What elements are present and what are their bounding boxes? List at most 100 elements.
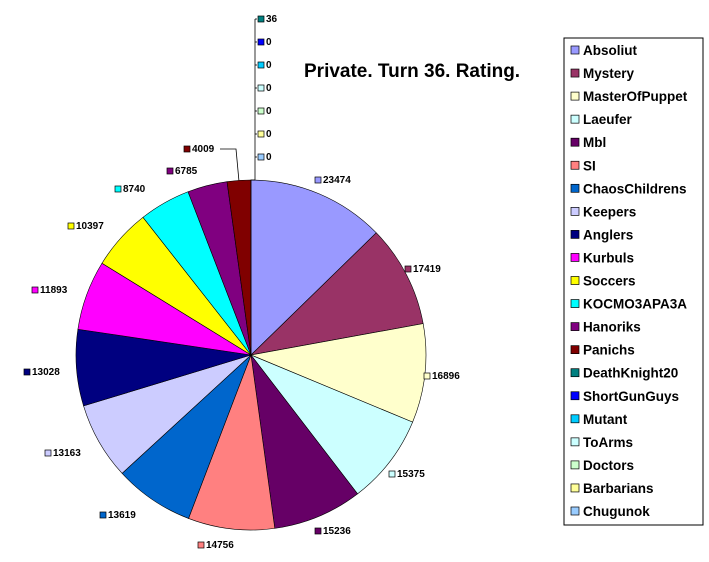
legend-label: MasterOfPuppet (583, 89, 688, 104)
legend-item-mystery: Mystery (570, 66, 635, 81)
legend-label: Hanoriks (583, 320, 641, 335)
legend-swatch (570, 68, 580, 78)
data-label-value: 36 (266, 14, 278, 25)
legend-label: Soccers (583, 274, 636, 289)
data-label-swatch (44, 449, 52, 457)
data-label-deathknight20: 36 (257, 14, 278, 25)
legend-swatch (570, 391, 580, 401)
data-label-value: 13028 (32, 367, 60, 378)
legend-label: Mutant (583, 412, 628, 427)
data-label-kocmo3apa3a: 8740 (114, 184, 146, 195)
legend-swatch (570, 91, 580, 101)
data-label-swatch (257, 15, 265, 23)
legend-item-mbl: Mbl (570, 135, 606, 150)
legend-item-soccers: Soccers (570, 274, 636, 289)
legend-swatch (570, 160, 580, 170)
data-label-value: 13163 (53, 448, 81, 459)
data-label-mystery: 17419 (404, 264, 441, 275)
data-label-doctors: 0 (257, 106, 272, 117)
data-label-masterofpuppet: 16896 (423, 371, 460, 382)
data-label-value: 15236 (323, 526, 351, 537)
legend-swatch (570, 137, 580, 147)
data-label-value: 4009 (192, 144, 215, 155)
data-label-value: 0 (266, 106, 272, 117)
data-label-swatch (99, 511, 107, 519)
data-label-value: 0 (266, 60, 272, 71)
legend-swatch (570, 114, 580, 124)
data-label-swatch (114, 185, 122, 193)
data-label-value: 0 (266, 37, 272, 48)
legend-swatch (570, 345, 580, 354)
data-label-value: 0 (266, 83, 272, 94)
legend-label: Anglers (583, 227, 633, 242)
data-label-anglers: 13028 (23, 367, 60, 378)
legend-swatch (570, 253, 580, 262)
legend-item-kocmo3apa3a: KOCMO3APA3A (570, 297, 687, 312)
data-label-swatch (257, 107, 265, 115)
data-label-swatch (257, 153, 265, 161)
legend-label: Keepers (583, 204, 636, 219)
data-label-value: 16896 (432, 371, 460, 382)
data-label-mbl: 15236 (314, 526, 351, 537)
data-label-swatch (388, 470, 396, 478)
data-label-swatch (23, 368, 31, 376)
data-label-hanoriks: 6785 (166, 166, 198, 177)
data-label-kurbuls: 11893 (31, 285, 68, 296)
pie-slice-absoliut (250, 179, 377, 356)
legend-label: Chugunok (583, 504, 650, 519)
data-label-value: 14756 (206, 540, 234, 551)
legend-label: Doctors (583, 458, 634, 473)
data-label-si: 14756 (197, 540, 234, 551)
data-label-value: 0 (266, 152, 272, 163)
data-label-swatch (314, 527, 322, 535)
leader-line-panichs (220, 148, 240, 181)
legend-swatch (570, 322, 580, 331)
leader-lines (220, 18, 257, 181)
legend-item-kurbuls: Kurbuls (570, 250, 634, 265)
legend-swatch (570, 437, 580, 447)
data-labels: 23474 17419 16896 15375 15236 14756 13619 13163… (23, 14, 460, 551)
data-label-value: 23474 (323, 175, 351, 186)
legend-item-chugunok: Chugunok (570, 504, 650, 519)
legend-label: KOCMO3APA3A (583, 297, 687, 312)
data-label-value: 13619 (108, 510, 136, 521)
legend-item-si: SI (570, 158, 596, 173)
data-label-value: 6785 (175, 166, 198, 177)
legend-swatch (570, 230, 580, 239)
legend-item-panichs: Panichs (570, 343, 635, 358)
legend-swatch (570, 299, 580, 308)
legend-label: Absoliut (583, 43, 637, 58)
legend-swatch (570, 483, 580, 493)
data-label-value: 8740 (123, 184, 146, 195)
data-label-swatch (197, 541, 205, 549)
legend-item-barbarians: Barbarians (570, 481, 654, 496)
data-label-swatch (31, 286, 39, 294)
data-label-swatch (257, 130, 265, 138)
data-label-laeufer: 15375 (388, 469, 425, 480)
legend-swatch (570, 460, 580, 470)
legend-box (563, 37, 704, 526)
data-label-mutant: 0 (257, 60, 272, 71)
legend-label: DeathKnight20 (583, 366, 678, 381)
pie-slice-mystery (250, 232, 424, 356)
data-label-value: 0 (266, 129, 272, 140)
data-label-value: 10397 (76, 221, 104, 232)
legend-swatch (570, 414, 580, 424)
data-label-swatch (257, 38, 265, 46)
legend-label: Laeufer (583, 112, 633, 127)
legend-label: ToArms (583, 435, 633, 450)
data-label-barbarians: 0 (257, 129, 272, 140)
pie-slices (75, 179, 427, 531)
legend-item-masterofpuppet: MasterOfPuppet (570, 89, 688, 104)
legend-item-toarms: ToArms (570, 435, 633, 450)
legend-item-laeufer: Laeufer (570, 112, 633, 127)
legend-label: SI (583, 158, 596, 173)
data-label-soccers: 10397 (67, 221, 104, 232)
legend-item-chaoschildrens: ChaosChildrens (570, 181, 687, 196)
legend-label: ChaosChildrens (583, 181, 687, 196)
legend-item-mutant: Mutant (570, 412, 628, 427)
data-label-swatch (257, 61, 265, 69)
data-label-chugunok: 0 (257, 152, 272, 163)
legend-item-absoliut: Absoliut (570, 43, 637, 58)
